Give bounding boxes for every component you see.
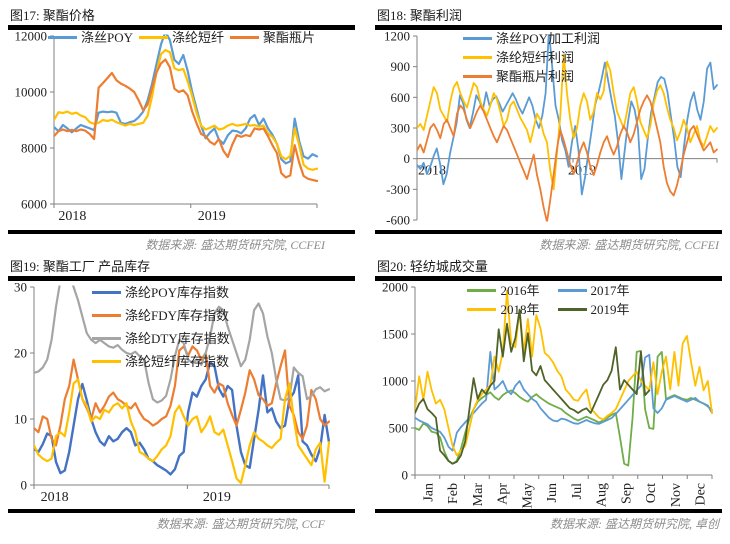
fig19-title: 图19: 聚酯工厂 产品库存 [10,259,151,274]
svg-text:10000: 10000 [15,84,48,99]
svg-text:10: 10 [14,411,27,426]
svg-text:12000: 12000 [15,30,48,44]
svg-text:Oct: Oct [644,482,659,502]
svg-text:1500: 1500 [382,326,408,341]
panel-fig18: 图18: 聚酯利润 -600 -300 0 300 600 900 1200 2018 2019… [375,2,722,253]
svg-text:900: 900 [391,59,411,74]
svg-text:0: 0 [21,477,28,492]
svg-text:500: 500 [389,420,409,435]
fig19-chart-area: 0 10 20 30 2018 2019 涤纶POY库存指数 涤纶FDY库存指数 涤纶DTY库… [8,281,355,509]
svg-text:May: May [520,483,535,509]
svg-text:Aug: Aug [595,483,610,507]
svg-text:Jun: Jun [545,483,560,502]
svg-text:600: 600 [391,89,411,104]
panel-fig20: 图20: 轻纺城成交量 0 500 1000 1500 2000 Jan Feb Mar Apr… [375,253,722,532]
fig20-data-source: 数据来源: 盛达期货研究院, 卓创 [550,517,719,531]
svg-text:1000: 1000 [382,373,408,388]
fig19-line-chart: 0 10 20 30 2018 2019 [14,281,330,505]
fig19-bottom-rule [8,508,355,513]
svg-text:Apr: Apr [496,482,511,504]
fig20-chart-area: 0 500 1000 1500 2000 Jan Feb Mar Apr May Jun Jul Aug… [375,281,722,509]
fig20-title: 图20: 轻纺城成交量 [377,259,488,274]
fig17-chart-area: 6000 8000 10000 12000 2018 2019 涤丝POY 涤纶短纤 聚酯瓶片 [8,30,355,230]
svg-text:-300: -300 [386,181,410,196]
fig18-data-source: 数据来源: 盛达期货研究院, CCFEI [539,238,719,252]
svg-text:2000: 2000 [382,281,408,295]
fig20-bottom-rule [375,508,722,513]
charts-grid: 图17: 聚酯价格 6000 8000 10000 12000 2018 2019 涤丝P… [8,2,722,532]
fig19-top-rule [8,276,355,281]
svg-text:20: 20 [14,345,27,360]
panel-fig17: 图17: 聚酯价格 6000 8000 10000 12000 2018 2019 涤丝P… [8,2,355,253]
svg-text:2018: 2018 [41,490,69,505]
fig17-title: 图17: 聚酯价格 [10,8,95,23]
fig17-bottom-rule [8,229,355,234]
fig20-line-chart: 0 500 1000 1500 2000 Jan Feb Mar Apr May Jun Jul Aug… [382,281,713,509]
svg-text:Sep: Sep [619,483,634,504]
svg-text:300: 300 [391,120,411,135]
fig17-line-chart: 6000 8000 10000 12000 2018 2019 [15,30,318,224]
fig19-data-source: 数据来源: 盛达期货研究院, CCF [156,517,325,531]
svg-text:2019: 2019 [203,490,231,505]
svg-text:0: 0 [404,151,411,166]
fig18-top-rule [375,25,722,30]
fig17-data-source: 数据来源: 盛达期货研究院, CCFEI [145,238,325,252]
svg-text:-600: -600 [386,212,410,227]
svg-text:30: 30 [14,281,27,295]
fig20-top-rule [375,276,722,281]
svg-text:Dec: Dec [694,483,709,506]
fig18-title: 图18: 聚酯利润 [377,8,462,23]
svg-text:8000: 8000 [21,140,47,155]
svg-text:Feb: Feb [446,483,461,504]
svg-text:0: 0 [402,467,409,482]
fig18-chart-area: -600 -300 0 300 600 900 1200 2018 2019 涤丝POY加工利润… [375,30,722,230]
svg-text:2019: 2019 [198,209,226,224]
svg-text:Jul: Jul [570,482,585,498]
svg-text:1200: 1200 [384,30,410,44]
svg-text:Nov: Nov [669,483,684,507]
panel-fig19: 图19: 聚酯工厂 产品库存 0 10 20 30 2018 2019 涤纶POY库存指数… [8,253,355,532]
svg-text:2018: 2018 [58,209,86,224]
svg-text:Mar: Mar [471,482,486,506]
fig17-top-rule [8,25,355,30]
svg-text:6000: 6000 [21,196,47,211]
svg-text:Jan: Jan [421,483,436,502]
fig18-bottom-rule [375,229,722,234]
